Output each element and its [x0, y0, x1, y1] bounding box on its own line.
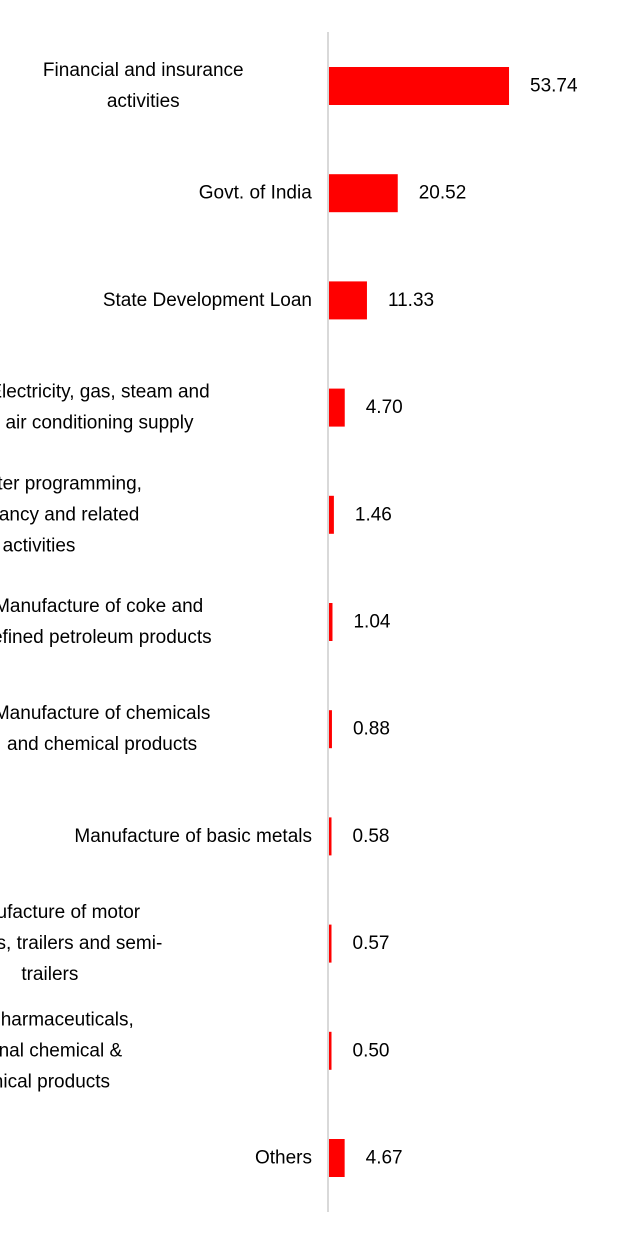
- category-tick-label-line: activities: [3, 535, 76, 556]
- category-tick-label: Govt. of India: [199, 183, 312, 204]
- bar: [329, 924, 332, 963]
- bar: [329, 495, 334, 534]
- bar: [329, 710, 332, 749]
- bar: [329, 388, 345, 427]
- category-tick-label-line: consultancy and related: [0, 504, 139, 525]
- bar: [329, 1139, 345, 1177]
- category-tick-label: Mfg of pharmaceuticals, medicinal chemica…: [0, 1009, 134, 1092]
- category-tick-label-line: activities: [107, 91, 180, 112]
- category-tick-label-line: Govt. of India: [199, 183, 312, 204]
- category-tick-label: Manufacture of basic metals: [74, 826, 312, 847]
- category-tick-label-line: vehicles, trailers and semi-: [0, 933, 162, 954]
- bar: [329, 281, 367, 320]
- bar: [329, 67, 510, 105]
- category-tick-label: Manufacture of motor vehicles, trailers a…: [0, 902, 162, 985]
- data-label: 0.58: [353, 826, 390, 847]
- category-tick-label-line: Manufacture of coke and: [0, 596, 203, 617]
- value-labels-group: 53.74 20.52 11.33 4.70 1.46 1.04 0.88 0.58 0.57 0…: [353, 76, 579, 1169]
- data-label: 53.74: [530, 76, 578, 97]
- category-tick-label: State Development Loan: [103, 290, 312, 311]
- category-tick-label-line: refined petroleum products: [0, 627, 212, 648]
- category-tick-label-line: Electricity, gas, steam and: [0, 382, 210, 403]
- category-tick-label-line: Manufacture of chemicals: [0, 703, 210, 724]
- category-tick-label-line: Financial and insurance: [43, 60, 244, 81]
- category-tick-label-line: Manufacture of basic metals: [74, 826, 312, 847]
- bar: [329, 603, 333, 641]
- data-label: 20.52: [419, 183, 467, 204]
- data-label: 0.50: [353, 1040, 390, 1061]
- category-tick-label: Financial and insurance activities: [43, 60, 244, 112]
- category-tick-label: Manufacture of chemicals and chemical pro…: [0, 703, 210, 755]
- category-labels-group: Financial and insurance activities Govt. o…: [0, 60, 312, 1169]
- data-label: 4.67: [366, 1148, 403, 1169]
- category-tick-label-line: trailers: [21, 964, 78, 985]
- category-tick-label: Others: [255, 1148, 312, 1169]
- bar: [329, 174, 398, 213]
- category-tick-label-line: State Development Loan: [103, 290, 312, 311]
- category-tick-label: Computer programming, consultancy and rel…: [0, 473, 142, 556]
- data-label: 4.70: [366, 397, 403, 418]
- bar: [329, 817, 332, 856]
- category-tick-label-line: Mfg of pharmaceuticals,: [0, 1009, 134, 1030]
- bars-group: [329, 67, 510, 1177]
- category-tick-label-line: botanical products: [0, 1071, 110, 1092]
- category-tick-label-line: Others: [255, 1148, 312, 1169]
- data-label: 0.57: [353, 933, 390, 954]
- data-label: 1.46: [355, 504, 392, 525]
- category-tick-label: Manufacture of coke and refined petroleum…: [0, 596, 212, 648]
- data-label: 1.04: [353, 612, 390, 633]
- category-tick-label-line: and chemical products: [7, 734, 197, 755]
- category-tick-label-line: Computer programming,: [0, 473, 142, 494]
- data-label: 11.33: [388, 290, 434, 311]
- data-label: 0.88: [353, 719, 390, 740]
- category-tick-label-line: Manufacture of motor: [0, 902, 141, 923]
- category-tick-label-line: medicinal chemical &: [0, 1040, 122, 1061]
- category-tick-label-line: air conditioning supply: [5, 413, 194, 434]
- bar: [329, 1031, 332, 1070]
- category-tick-label: Electricity, gas, steam and air condition…: [0, 382, 210, 434]
